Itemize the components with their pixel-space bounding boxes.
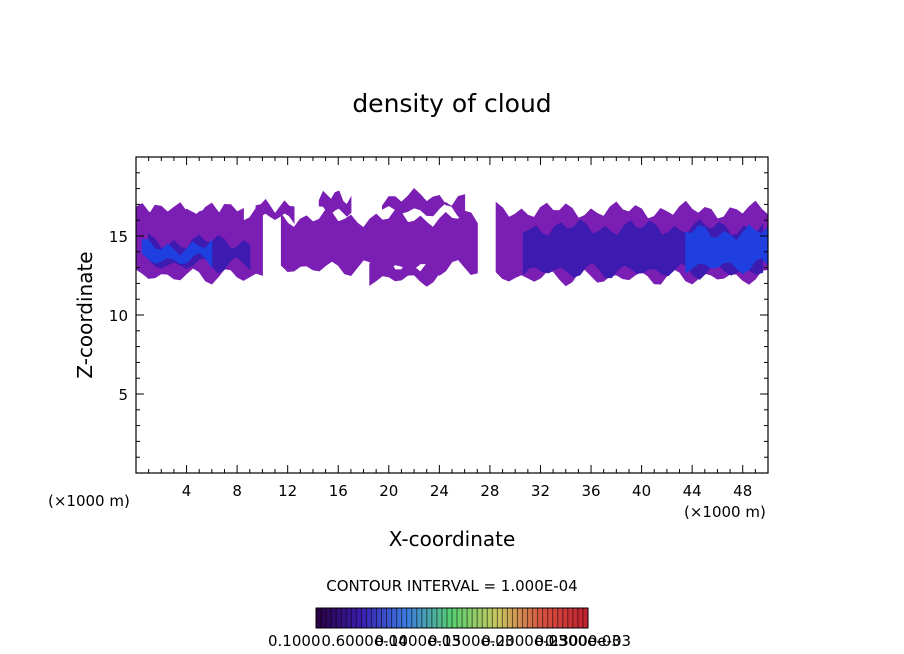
- y-tick-label: 5: [118, 386, 128, 404]
- x-axis-label: X-coordinate: [389, 527, 516, 551]
- cloud-dense-right-band: [685, 224, 768, 275]
- x-tick-label: 44: [683, 482, 702, 500]
- cloud-left-upper-shelf: [136, 202, 244, 236]
- x-tick-label: 48: [733, 482, 752, 500]
- colorbar-label: 0.3000e-03: [545, 632, 631, 650]
- cloud-core-left-band: [148, 233, 251, 274]
- colorbar: 0.1000 0.6000e-040.1000e-030.1500e-030.20…: [268, 607, 631, 650]
- colorbar-label: 0.2500e-03: [535, 632, 621, 650]
- colorbar-label: 0.1500e-03: [428, 632, 514, 650]
- chart-title: density of cloud: [352, 89, 551, 118]
- x-tick-label: 4: [182, 482, 192, 500]
- y-axis-label: Z-coordinate: [73, 251, 97, 378]
- x-tick-label: 36: [581, 482, 600, 500]
- x-axis-ticks: 4 8 12 16 20 24 28 32 36 40 44 48: [135, 157, 769, 500]
- x-tick-label: 32: [531, 482, 550, 500]
- colorbar-label: 0.1000e-03: [375, 632, 461, 650]
- colorbar-label: 0.2000e-03: [481, 632, 567, 650]
- cloud-low-blob-21: [369, 255, 440, 287]
- contour-interval-label: CONTOUR INTERVAL = 1.000E-04: [326, 577, 577, 595]
- cloud-mid-band: [280, 209, 478, 276]
- cloud-dense-left-band: [141, 238, 213, 269]
- cloud-upper-blob-20: [382, 187, 466, 220]
- x-unit-left: (×1000 m): [48, 492, 130, 510]
- x-tick-label: 20: [379, 482, 398, 500]
- x-tick-label: 8: [232, 482, 242, 500]
- y-tick-label: 15: [109, 228, 128, 246]
- colorbar-label: 0.1000: [268, 632, 321, 650]
- colorbar-label: 0.6000e-04: [321, 632, 407, 650]
- colorbar-labels: 0.1000 0.6000e-040.1000e-030.1500e-030.20…: [268, 632, 631, 650]
- y-axis-ticks: 5 10 15: [109, 156, 768, 474]
- y-tick-label: 10: [109, 307, 128, 325]
- x-tick-label: 12: [278, 482, 297, 500]
- cloud-small-blob-10: [255, 198, 295, 225]
- x-tick-label: 24: [430, 482, 449, 500]
- colorbar-stripes: [320, 608, 584, 628]
- x-tick-label: 40: [632, 482, 651, 500]
- x-unit-right: (×1000 m): [684, 503, 766, 521]
- x-tick-label: 16: [329, 482, 348, 500]
- x-tick-label: 28: [480, 482, 499, 500]
- cloud-regions: [136, 187, 768, 287]
